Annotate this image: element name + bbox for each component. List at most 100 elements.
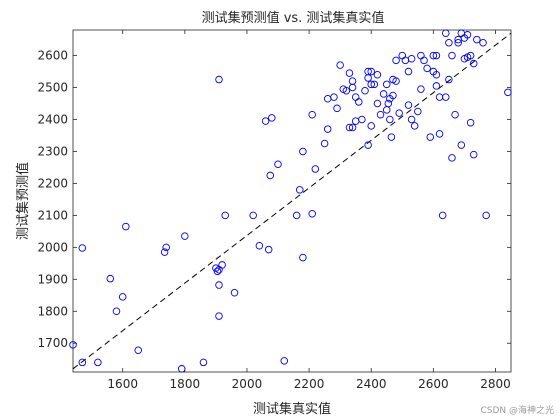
data-point — [280, 357, 288, 365]
data-point — [367, 80, 375, 89]
y-tick-label: 2300 — [37, 144, 68, 158]
x-axis-label: 测试集真实值 — [253, 401, 331, 417]
data-point — [78, 244, 87, 252]
data-point — [292, 211, 301, 220]
data-point — [504, 88, 512, 97]
points-layer — [69, 29, 512, 373]
data-point — [367, 67, 375, 76]
data-point — [268, 114, 276, 122]
data-point — [389, 91, 397, 100]
y-tick-label: 2200 — [37, 176, 68, 190]
data-point — [367, 122, 375, 130]
y-tick-label: 1800 — [37, 304, 68, 318]
data-point — [112, 307, 121, 316]
x-tick-label: 1600 — [107, 377, 138, 391]
data-point — [407, 55, 416, 63]
data-point — [255, 241, 264, 250]
data-point — [323, 125, 332, 133]
data-point — [432, 82, 441, 90]
data-point — [230, 288, 239, 297]
data-point — [414, 107, 422, 116]
x-tick-label: 2400 — [356, 377, 387, 391]
data-point — [264, 245, 273, 254]
data-point — [162, 243, 170, 252]
data-point — [348, 77, 357, 85]
data-point — [432, 70, 441, 79]
data-point — [438, 211, 447, 220]
data-point — [395, 109, 403, 117]
x-tick-label: 2000 — [232, 377, 263, 391]
x-axis: 1600 1800 2000 2200 2400 2600 2800 — [107, 30, 511, 391]
data-point — [423, 64, 431, 73]
data-point — [404, 101, 413, 109]
data-point — [392, 77, 400, 85]
data-point — [299, 253, 307, 262]
y-tick-label: 2500 — [37, 81, 68, 95]
data-point — [218, 261, 226, 269]
data-point — [457, 141, 466, 149]
data-point — [345, 123, 354, 132]
data-point — [361, 86, 369, 95]
data-point — [261, 117, 270, 125]
data-point — [348, 123, 357, 132]
data-point — [387, 133, 396, 141]
y-tick-label: 2600 — [37, 49, 68, 63]
data-point — [469, 59, 478, 68]
data-point — [215, 281, 223, 289]
data-point — [392, 56, 400, 65]
data-point — [379, 90, 388, 98]
data-point — [199, 358, 208, 367]
data-point — [358, 115, 366, 124]
y-axis-label: 测试集预测值 — [15, 162, 31, 240]
data-point — [364, 141, 372, 149]
data-point — [373, 70, 382, 79]
data-point — [386, 115, 394, 124]
data-point — [364, 74, 372, 82]
y-tick-label: 1900 — [37, 272, 68, 286]
data-point — [445, 75, 453, 84]
data-point — [266, 171, 275, 180]
data-point — [466, 51, 475, 60]
data-point — [106, 274, 115, 283]
data-point — [435, 130, 444, 138]
chart-title: 测试集预测值 vs. 测试集真实值 — [202, 10, 385, 26]
data-point — [122, 222, 130, 231]
data-point — [308, 210, 316, 218]
data-point — [345, 69, 354, 77]
data-point — [382, 80, 391, 89]
data-point — [69, 341, 77, 349]
data-point — [482, 211, 490, 220]
data-point — [410, 122, 419, 130]
data-point — [342, 86, 351, 95]
data-point — [448, 51, 456, 60]
x-tick-label: 1800 — [170, 377, 201, 391]
data-point — [373, 99, 382, 108]
x-tick-label: 2800 — [480, 377, 511, 391]
y-axis: 1700 1800 1900 2000 2100 2200 2300 2400 2500 2600 — [37, 49, 511, 350]
x-tick-label: 2600 — [418, 377, 449, 391]
data-point — [479, 39, 487, 47]
data-point — [249, 211, 257, 220]
data-point — [370, 80, 379, 89]
reference-line — [72, 32, 512, 370]
data-point — [442, 93, 450, 101]
data-point — [355, 98, 363, 106]
data-point — [78, 358, 87, 367]
data-point — [404, 67, 413, 76]
data-point — [320, 139, 329, 148]
data-point — [160, 248, 169, 256]
data-point — [442, 29, 450, 37]
data-point — [432, 51, 441, 60]
data-point — [274, 160, 282, 168]
y-tick-label: 2100 — [37, 208, 68, 222]
data-point — [376, 110, 385, 119]
y-tick-label: 2000 — [37, 240, 68, 254]
data-point — [221, 211, 229, 220]
data-point — [215, 312, 223, 320]
data-point — [213, 267, 222, 276]
data-point — [330, 93, 338, 101]
data-point — [333, 104, 341, 113]
data-point — [134, 346, 142, 355]
data-point — [118, 293, 127, 301]
